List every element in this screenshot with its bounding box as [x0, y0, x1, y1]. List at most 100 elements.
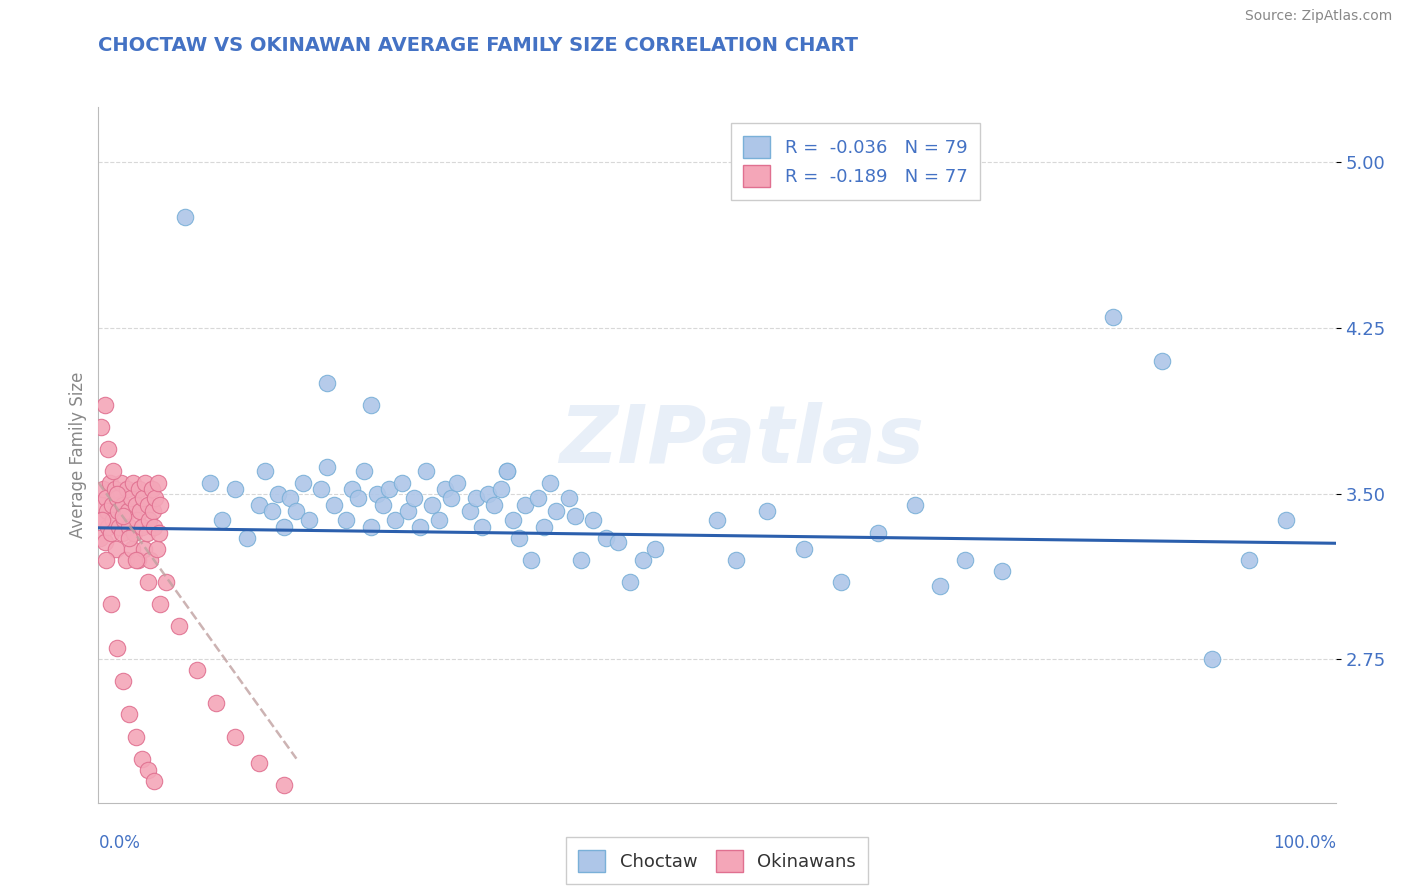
Point [582, 513, 605, 527]
Point [134, 541, 156, 556]
Point [1152, 354, 1174, 368]
Point [316, 460, 339, 475]
Point [118, 531, 141, 545]
Point [247, 756, 270, 770]
Y-axis label: Average Family Size: Average Family Size [69, 372, 87, 538]
Point [120, 491, 142, 505]
Point [124, 498, 146, 512]
Point [396, 504, 419, 518]
Point [167, 619, 190, 633]
Point [104, 541, 127, 556]
Point [155, 574, 177, 589]
Point [793, 541, 815, 556]
Point [631, 553, 654, 567]
Point [97, 519, 120, 533]
Point [557, 491, 579, 505]
Point [422, 498, 444, 512]
Point [139, 553, 162, 567]
Point [267, 486, 290, 500]
Point [477, 486, 499, 500]
Text: Source: ZipAtlas.com: Source: ZipAtlas.com [1244, 9, 1392, 23]
Point [260, 504, 283, 518]
Point [904, 498, 927, 512]
Point [146, 475, 169, 490]
Point [409, 519, 432, 533]
Point [755, 504, 778, 518]
Point [100, 597, 122, 611]
Point [526, 491, 548, 505]
Point [495, 465, 517, 479]
Point [254, 465, 277, 479]
Point [285, 504, 308, 518]
Point [107, 504, 129, 518]
Point [340, 482, 363, 496]
Point [415, 465, 437, 479]
Point [148, 526, 170, 541]
Point [322, 498, 344, 512]
Point [124, 526, 146, 541]
Point [143, 491, 166, 505]
Point [118, 519, 141, 533]
Text: 0.0%: 0.0% [98, 834, 141, 852]
Point [112, 508, 135, 523]
Text: 100.0%: 100.0% [1272, 834, 1336, 852]
Point [124, 553, 146, 567]
Point [91, 513, 114, 527]
Point [538, 475, 561, 490]
Point [96, 504, 118, 518]
Point [464, 491, 486, 505]
Point [366, 486, 388, 500]
Point [298, 513, 321, 527]
Point [105, 641, 128, 656]
Point [546, 504, 568, 518]
Point [128, 482, 150, 496]
Point [138, 513, 160, 527]
Point [520, 553, 543, 567]
Point [100, 526, 122, 541]
Point [129, 504, 152, 518]
Point [136, 498, 159, 512]
Point [97, 442, 120, 457]
Point [236, 531, 259, 545]
Point [866, 526, 889, 541]
Point [484, 498, 506, 512]
Point [724, 553, 747, 567]
Point [115, 482, 138, 496]
Point [98, 475, 121, 490]
Point [384, 513, 406, 527]
Point [1275, 513, 1298, 527]
Point [198, 475, 221, 490]
Point [278, 491, 301, 505]
Point [205, 697, 228, 711]
Point [402, 491, 425, 505]
Point [135, 526, 157, 541]
Point [360, 398, 382, 412]
Point [112, 498, 135, 512]
Point [142, 504, 165, 518]
Point [273, 778, 295, 792]
Point [149, 597, 172, 611]
Point [569, 553, 592, 567]
Point [706, 513, 728, 527]
Point [335, 513, 357, 527]
Point [136, 574, 159, 589]
Point [90, 420, 112, 434]
Point [353, 465, 375, 479]
Point [1102, 310, 1125, 324]
Point [125, 513, 148, 527]
Point [371, 498, 394, 512]
Point [101, 498, 124, 512]
Point [1237, 553, 1260, 567]
Point [143, 519, 166, 533]
Point [224, 730, 246, 744]
Point [105, 491, 128, 505]
Point [112, 513, 135, 527]
Point [489, 482, 512, 496]
Point [316, 376, 339, 391]
Point [427, 513, 450, 527]
Point [131, 751, 153, 765]
Point [145, 541, 167, 556]
Point [644, 541, 666, 556]
Text: CHOCTAW VS OKINAWAN AVERAGE FAMILY SIZE CORRELATION CHART: CHOCTAW VS OKINAWAN AVERAGE FAMILY SIZE … [98, 36, 859, 54]
Point [273, 519, 295, 533]
